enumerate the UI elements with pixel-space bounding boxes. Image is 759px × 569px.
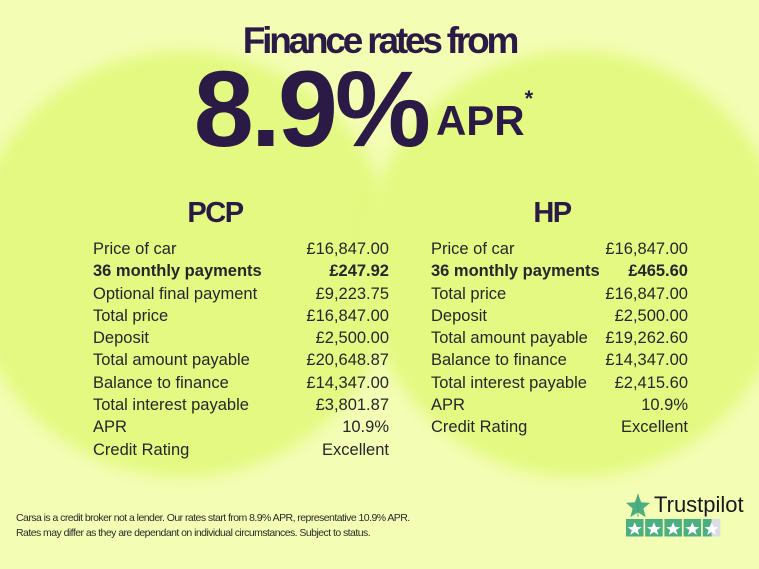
svg-text:Trustpilot: Trustpilot	[654, 492, 744, 517]
